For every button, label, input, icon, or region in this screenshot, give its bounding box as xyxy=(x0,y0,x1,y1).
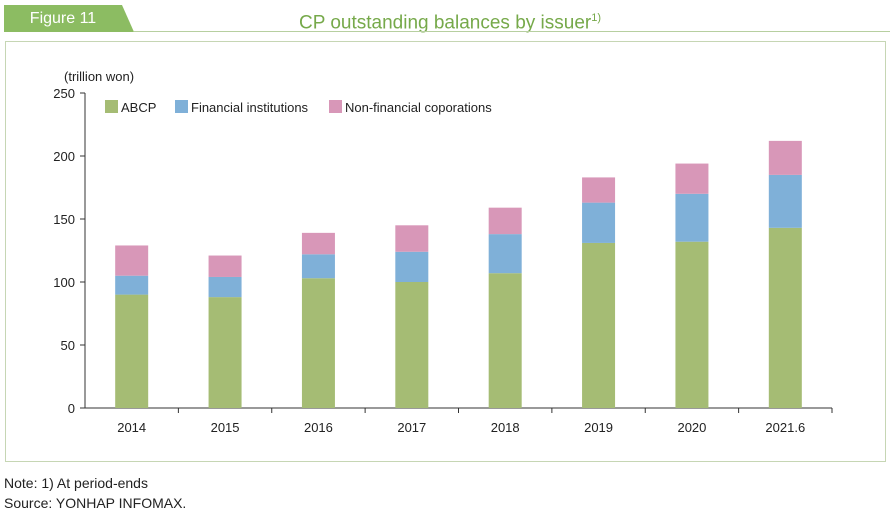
bar-segment-3 xyxy=(301,232,335,255)
y-tick-label: 50 xyxy=(61,338,75,353)
bar-segment-3 xyxy=(675,163,709,194)
y-axis-unit-label: (trillion won) xyxy=(64,69,134,84)
chart-frame xyxy=(5,41,886,462)
bar-segment-2 xyxy=(675,193,709,242)
x-tick-label: 2016 xyxy=(304,420,333,435)
source-text: Source: YONHAP INFOMAX. xyxy=(4,495,187,511)
bar-segment-1 xyxy=(301,278,335,408)
figure-title-text: CP outstanding balances by issuer xyxy=(299,12,592,34)
bar-segment-3 xyxy=(208,255,242,277)
bar-segment-2 xyxy=(582,202,616,243)
bar-segment-3 xyxy=(488,207,522,235)
legend-label: Financial institutions xyxy=(191,100,309,115)
bar-segment-2 xyxy=(115,275,149,295)
legend-label: Non-financial coporations xyxy=(345,100,492,115)
note-text: Note: 1) At period-ends xyxy=(4,475,148,491)
legend-label: ABCP xyxy=(121,100,156,115)
x-tick-label: 2014 xyxy=(117,420,146,435)
x-tick-label: 2015 xyxy=(211,420,240,435)
figure-title-footnote-mark: 1) xyxy=(591,12,601,24)
bar-segment-3 xyxy=(582,177,616,203)
bar-segment-2 xyxy=(395,251,429,282)
bar-segment-2 xyxy=(768,174,802,228)
bar-segment-1 xyxy=(395,282,429,408)
bar-segment-1 xyxy=(208,297,242,408)
title-rule xyxy=(134,31,890,32)
bar-segment-2 xyxy=(208,276,242,298)
y-tick-label: 100 xyxy=(53,275,75,290)
figure-tab-shape xyxy=(4,5,134,32)
legend-swatch xyxy=(329,100,342,113)
figure-number: Figure 11 xyxy=(29,10,97,27)
legend-swatch xyxy=(105,100,118,113)
x-tick-label: 2017 xyxy=(397,420,426,435)
x-tick-label: 2021.6 xyxy=(765,420,805,435)
bar-segment-3 xyxy=(395,225,429,252)
y-tick-label: 200 xyxy=(53,149,75,164)
bar-segment-3 xyxy=(768,140,802,175)
x-tick-label: 2020 xyxy=(677,420,706,435)
bar-segment-1 xyxy=(115,294,149,408)
y-tick-label: 250 xyxy=(53,86,75,101)
bar-segment-2 xyxy=(488,234,522,274)
bar-segment-1 xyxy=(582,242,616,408)
legend-swatch xyxy=(175,100,188,113)
figure-title: CP outstanding balances by issuer1) xyxy=(180,6,720,35)
y-tick-label: 150 xyxy=(53,212,75,227)
bar-segment-2 xyxy=(301,254,335,279)
y-tick-label: 0 xyxy=(68,401,75,416)
bar-segment-3 xyxy=(115,245,149,276)
figure-tab: Figure 11 xyxy=(4,5,134,32)
bar-segment-1 xyxy=(768,227,802,408)
x-tick-label: 2019 xyxy=(584,420,613,435)
bar-segment-1 xyxy=(488,273,522,408)
x-tick-label: 2018 xyxy=(491,420,520,435)
bar-segment-1 xyxy=(675,241,709,408)
figure-notes: Note: 1) At period-ends Source: YONHAP I… xyxy=(4,473,186,513)
stacked-bar-chart: (trillion won) 0 50 100 150 200 250 2014 2015 201… xyxy=(53,69,833,435)
